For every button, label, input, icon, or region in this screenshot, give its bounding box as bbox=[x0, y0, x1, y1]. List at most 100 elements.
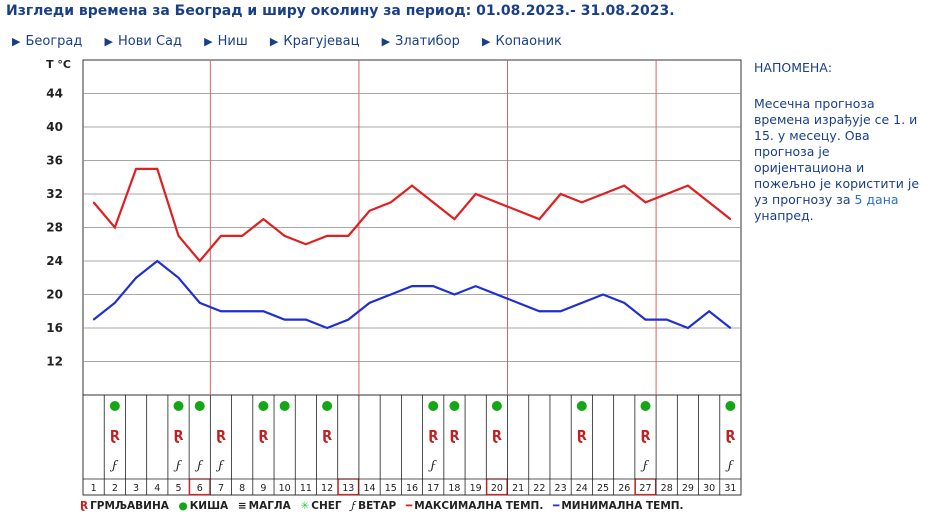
rain-icon bbox=[491, 401, 502, 411]
y-tick-label: 36 bbox=[46, 154, 63, 168]
thunder-icon: Ɽ bbox=[216, 429, 226, 444]
day-number: 15 bbox=[385, 483, 397, 494]
min-temp-point bbox=[411, 285, 413, 287]
city-link-beograd[interactable]: ▶ Београд bbox=[12, 34, 83, 49]
snow-icon: ✳ bbox=[300, 500, 310, 512]
five-day-forecast-link[interactable]: 5 дана bbox=[854, 192, 899, 207]
rain-icon bbox=[576, 401, 587, 411]
rain-icon bbox=[279, 401, 290, 411]
max-temp-point bbox=[729, 218, 732, 220]
min-temp-point bbox=[198, 302, 201, 304]
min-temp-point bbox=[389, 293, 392, 296]
min-temp-point bbox=[453, 293, 456, 296]
min-line-icon: ━ bbox=[552, 500, 560, 512]
day-number: 22 bbox=[533, 483, 545, 494]
day-number: 4 bbox=[154, 483, 160, 494]
legend-wind: ϝ ВЕТАР bbox=[351, 500, 397, 512]
day-number: 10 bbox=[279, 483, 291, 494]
arrow-right-icon: ▶ bbox=[269, 35, 279, 48]
arrow-right-icon: ▶ bbox=[204, 35, 213, 48]
min-temp-point bbox=[602, 293, 604, 296]
city-link-nis[interactable]: ▶ Ниш bbox=[204, 34, 248, 49]
legend-snow: ✳ СНЕГ bbox=[300, 500, 342, 512]
day-number: 6 bbox=[197, 483, 203, 494]
day-number: 21 bbox=[512, 483, 524, 494]
min-temp-point bbox=[581, 302, 583, 304]
y-tick-label: 24 bbox=[46, 254, 63, 268]
min-temp-point bbox=[474, 285, 477, 287]
max-temp-point bbox=[517, 209, 519, 212]
day-number: 16 bbox=[406, 483, 418, 494]
min-temp-point bbox=[305, 318, 307, 321]
day-number: 2 bbox=[112, 483, 118, 494]
arrow-right-icon: ▶ bbox=[104, 35, 113, 48]
min-temp-point bbox=[687, 327, 689, 329]
max-temp-point bbox=[198, 260, 201, 262]
y-tick-label: 40 bbox=[46, 120, 63, 134]
max-temp-point bbox=[347, 235, 350, 237]
y-tick-label: 20 bbox=[46, 288, 63, 302]
max-temp-point bbox=[241, 235, 243, 237]
max-temp-point bbox=[135, 168, 137, 170]
max-temp-point bbox=[687, 184, 689, 187]
rain-icon: ● bbox=[178, 500, 188, 512]
day-number: 13 bbox=[342, 483, 354, 494]
day-number: 28 bbox=[661, 483, 673, 494]
city-links: ▶ Београд ▶ Нови Сад ▶ Ниш ▶ Крагујевац ▶ Зла… bbox=[12, 34, 580, 49]
wind-icon: ϝ bbox=[351, 500, 357, 512]
day-number: 26 bbox=[618, 483, 630, 494]
min-temp-point bbox=[559, 310, 562, 313]
city-link-novi-sad[interactable]: ▶ Нови Сад bbox=[104, 34, 183, 49]
day-number: 20 bbox=[491, 483, 503, 494]
max-temp-point bbox=[602, 193, 604, 195]
city-link-zlatibor[interactable]: ▶ Златибор bbox=[381, 34, 460, 49]
wind-icon: ϝ bbox=[194, 458, 204, 472]
max-temp-point bbox=[432, 201, 435, 204]
note-title: НАПОМЕНА: bbox=[754, 60, 833, 75]
max-temp-point bbox=[156, 168, 159, 170]
max-temp-point bbox=[283, 235, 286, 237]
max-temp-point bbox=[708, 201, 710, 204]
max-temp-point bbox=[326, 235, 328, 237]
city-link-kopaonik[interactable]: ▶ Копаоник bbox=[482, 34, 562, 49]
wind-icon: ϝ bbox=[215, 458, 225, 472]
day-number: 14 bbox=[364, 483, 376, 494]
rain-icon bbox=[449, 401, 460, 411]
legend-thunder: Ɽ ГРМЉАВИНА bbox=[80, 500, 169, 512]
min-temp-point bbox=[729, 327, 732, 329]
city-link-kragujevac[interactable]: ▶ Крагујевац bbox=[269, 34, 360, 49]
wind-icon: ϝ bbox=[173, 458, 183, 472]
day-number: 17 bbox=[427, 483, 439, 494]
note-panel: НАПОМЕНА: Месечна прогноза времена израђ… bbox=[754, 60, 926, 224]
day-number: 19 bbox=[470, 483, 482, 494]
min-temp-point bbox=[177, 276, 180, 279]
arrow-right-icon: ▶ bbox=[12, 35, 21, 48]
max-temp-point bbox=[644, 201, 647, 204]
max-temp-point bbox=[665, 193, 668, 195]
thunder-icon: Ɽ bbox=[110, 429, 120, 444]
rain-icon bbox=[428, 401, 439, 411]
wind-icon: ϝ bbox=[725, 458, 735, 472]
day-number: 23 bbox=[555, 483, 567, 494]
day-number: 24 bbox=[576, 483, 588, 494]
min-temp-point bbox=[623, 302, 626, 304]
y-tick-label: 44 bbox=[46, 87, 63, 101]
thunder-icon: Ɽ bbox=[174, 429, 184, 444]
min-temp-point bbox=[432, 285, 435, 287]
wind-icon: ϝ bbox=[109, 458, 119, 472]
min-temp-point bbox=[347, 318, 350, 321]
page-title: Изгледи времена за Београд и ширу околин… bbox=[6, 3, 675, 19]
max-temp-point bbox=[220, 235, 222, 237]
thunder-icon: Ɽ bbox=[322, 429, 332, 444]
thunder-icon: Ɽ bbox=[80, 500, 89, 512]
legend: Ɽ ГРМЉАВИНА ● КИША ≡ МАГЛА ✳ СНЕГ ϝ ВЕТАР ━ МА… bbox=[80, 500, 690, 512]
wind-icon: ϝ bbox=[427, 458, 437, 472]
thunder-icon: Ɽ bbox=[725, 429, 735, 444]
max-temp-point bbox=[623, 184, 626, 187]
max-temp-point bbox=[92, 201, 95, 204]
max-temp-point bbox=[496, 201, 498, 204]
min-temp-point bbox=[538, 310, 541, 313]
legend-max: ━ МАКСИМАЛНА ТЕМП. bbox=[405, 500, 544, 512]
max-temp-point bbox=[177, 235, 180, 237]
max-temp-point bbox=[411, 184, 413, 187]
